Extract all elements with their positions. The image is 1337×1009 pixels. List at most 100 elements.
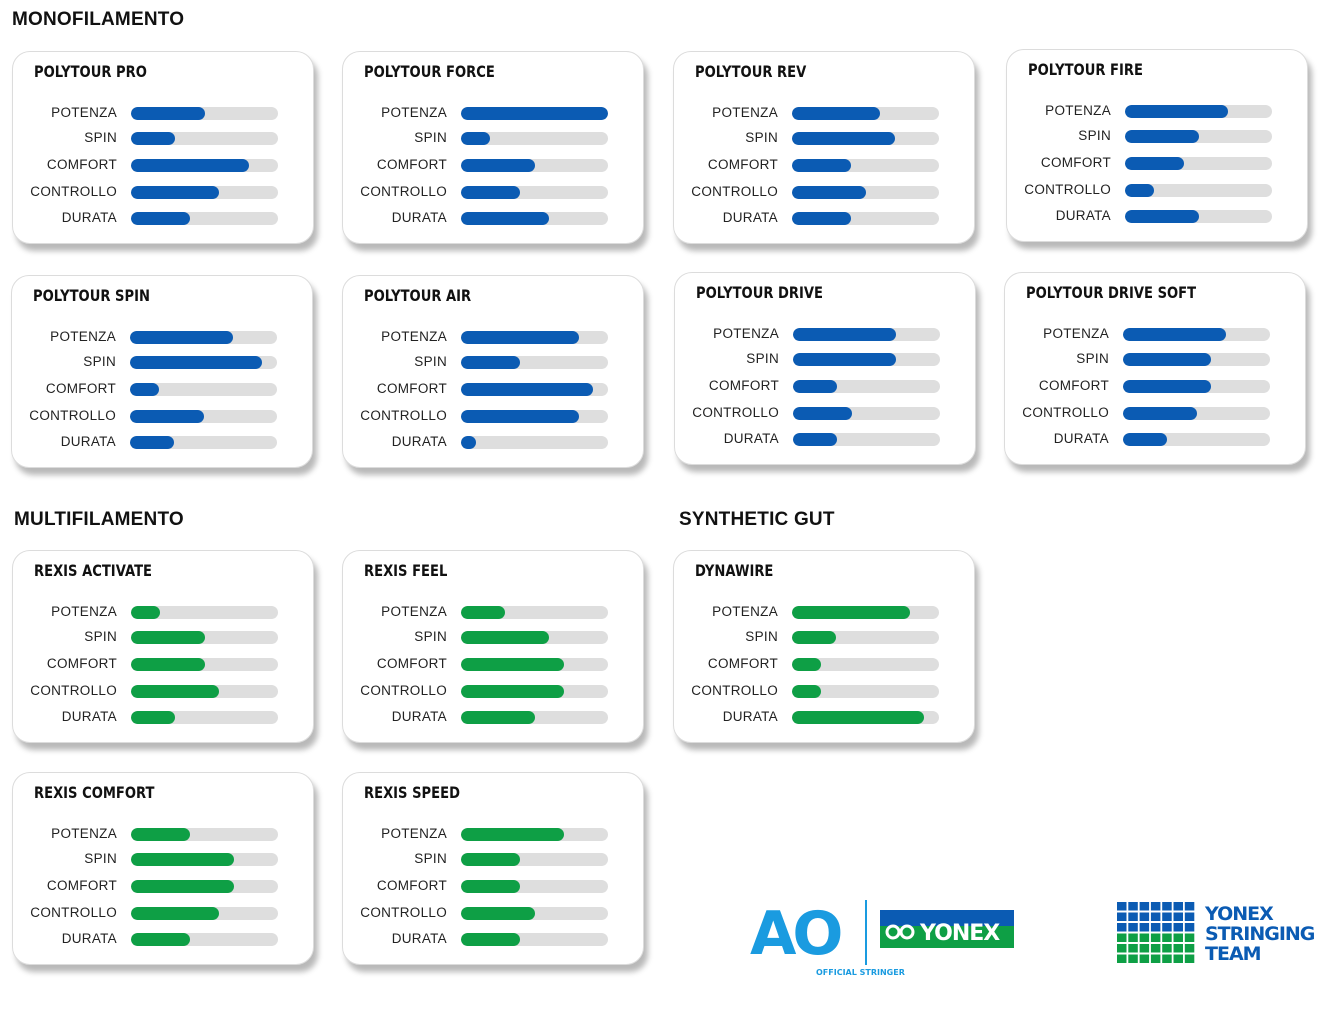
bar-fill	[131, 631, 205, 644]
grid-cell	[1150, 944, 1161, 953]
bar-track	[461, 159, 608, 172]
attribute-label: CONTROLLO	[691, 184, 778, 199]
grid-cell	[1128, 954, 1138, 963]
attribute-label: POTENZA	[381, 105, 447, 120]
bar-fill	[130, 383, 160, 396]
attribute-label: CONTROLLO	[360, 408, 447, 423]
bar-fill	[461, 828, 564, 841]
card-title: POLYTOUR REV	[695, 62, 807, 81]
bar-track	[131, 711, 278, 724]
attribute-row: DURATA	[675, 431, 975, 447]
grid-cell	[1150, 954, 1161, 963]
string-card: POLYTOUR PRO POTENZA SPIN COMFORT CONTROLLO D…	[12, 51, 314, 244]
bar-track	[793, 407, 940, 420]
attribute-label: CONTROLLO	[30, 184, 117, 199]
bar-track	[1125, 105, 1272, 118]
attribute-label: SPIN	[83, 354, 116, 369]
bar-fill	[130, 410, 204, 423]
bar-track	[131, 186, 278, 199]
bar-fill	[130, 436, 175, 449]
card-title: POLYTOUR PRO	[34, 62, 147, 81]
attribute-label: SPIN	[84, 851, 117, 866]
section-title-synthetic-gut: SYNTHETIC GUT	[679, 509, 835, 530]
attribute-row: SPIN	[343, 629, 643, 645]
bar-fill	[792, 132, 895, 145]
grid-cell	[1162, 923, 1172, 932]
attribute-row: SPIN	[13, 851, 313, 867]
attribute-row: SPIN	[674, 130, 974, 146]
bar-track	[131, 658, 278, 671]
bar-track	[1123, 407, 1270, 420]
attribute-label: CONTROLLO	[360, 683, 447, 698]
logo-divider	[865, 900, 867, 965]
bar-fill	[792, 631, 837, 644]
grid-cell	[1117, 923, 1127, 932]
bar-fill	[461, 107, 608, 120]
bar-fill	[1125, 105, 1228, 118]
bar-track	[131, 606, 278, 619]
card-title: REXIS SPEED	[364, 783, 460, 802]
bar-track	[131, 159, 278, 172]
attribute-row: POTENZA	[674, 604, 974, 620]
attribute-label: POTENZA	[713, 326, 779, 341]
bar-track	[1123, 328, 1270, 341]
attribute-label: DURATA	[61, 709, 117, 724]
attribute-row: POTENZA	[343, 826, 643, 842]
card-title: DYNAWIRE	[695, 561, 774, 580]
bar-track	[461, 828, 608, 841]
bar-track	[792, 212, 939, 225]
attribute-row: SPIN	[12, 354, 312, 370]
attribute-label: CONTROLLO	[360, 905, 447, 920]
bar-fill	[461, 383, 594, 396]
attribute-label: SPIN	[414, 130, 447, 145]
attribute-row: SPIN	[13, 629, 313, 645]
string-card: REXIS ACTIVATE POTENZA SPIN COMFORT CONTROLL…	[12, 550, 314, 743]
attribute-row: POTENZA	[1007, 103, 1307, 119]
attribute-label: CONTROLLO	[692, 405, 779, 420]
ao-caption: OFFICIAL STRINGER	[816, 968, 905, 977]
attribute-label: SPIN	[414, 354, 447, 369]
attribute-label: DURATA	[723, 431, 779, 446]
bar-track	[461, 685, 608, 698]
attribute-row: COMFORT	[343, 381, 643, 397]
bar-track	[130, 410, 277, 423]
attribute-label: POTENZA	[1043, 326, 1109, 341]
bar-track	[793, 353, 940, 366]
attribute-row: COMFORT	[674, 656, 974, 672]
attribute-row: CONTROLLO	[1005, 405, 1305, 421]
bar-fill	[461, 711, 535, 724]
attribute-row: DURATA	[12, 434, 312, 450]
string-card: POLYTOUR AIR POTENZA SPIN COMFORT CONTROLLO D…	[342, 275, 644, 468]
attribute-row: SPIN	[13, 130, 313, 146]
bar-track	[792, 711, 939, 724]
bar-track	[1125, 210, 1272, 223]
attribute-row: COMFORT	[674, 157, 974, 173]
attribute-row: COMFORT	[1007, 155, 1307, 171]
grid-cell	[1117, 933, 1127, 942]
attribute-row: DURATA	[343, 210, 643, 226]
bar-fill	[461, 410, 579, 423]
grid-cell	[1128, 912, 1138, 921]
grid-cell	[1139, 933, 1150, 942]
attribute-label: SPIN	[1076, 351, 1109, 366]
attribute-row: DURATA	[13, 709, 313, 725]
team-line-3: TEAM	[1205, 943, 1261, 965]
attribute-row: POTENZA	[343, 329, 643, 345]
attribute-row: CONTROLLO	[13, 184, 313, 200]
bar-fill	[792, 685, 822, 698]
bar-fill	[131, 907, 220, 920]
attribute-label: DURATA	[391, 210, 447, 225]
attribute-label: SPIN	[84, 130, 117, 145]
bar-fill	[461, 186, 520, 199]
grid-cell	[1128, 902, 1138, 911]
attribute-label: SPIN	[414, 629, 447, 644]
grid-cell	[1173, 923, 1183, 932]
bar-fill	[1123, 407, 1197, 420]
grid-cell	[1117, 944, 1127, 953]
bar-track	[461, 436, 608, 449]
bar-track	[461, 907, 608, 920]
attribute-label: POTENZA	[51, 826, 117, 841]
grid-cell	[1139, 954, 1150, 963]
attribute-row: CONTROLLO	[343, 683, 643, 699]
bar-fill	[461, 132, 491, 145]
